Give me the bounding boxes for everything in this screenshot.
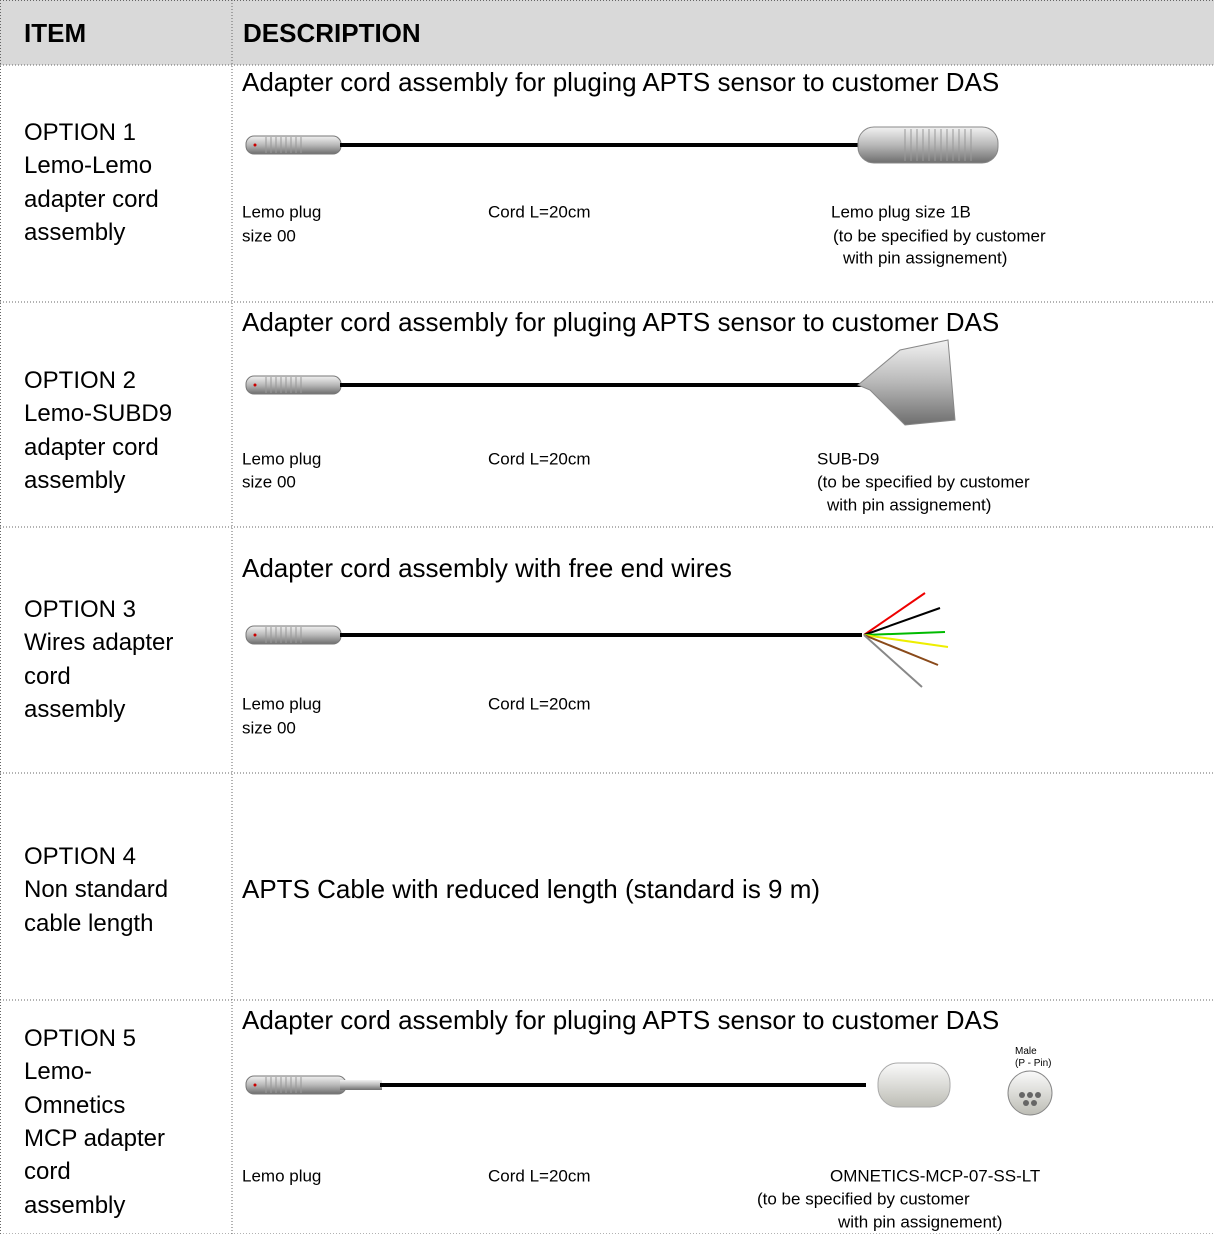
label-right: (to be specified by customer	[817, 472, 1030, 492]
label-middle: Cord L=20cm	[488, 449, 591, 469]
label-right: SUB-D9	[817, 449, 880, 469]
plug-dot	[253, 143, 257, 147]
pin	[1023, 1100, 1029, 1106]
item-line: Non standard	[24, 876, 169, 904]
item-line: assembly	[24, 218, 126, 246]
label-right: Lemo plug size 1B	[831, 202, 971, 222]
image-caption: (P - Pin)	[1015, 1058, 1052, 1069]
item-line: assembly	[24, 466, 126, 494]
image-caption: Male	[1015, 1046, 1037, 1057]
pin	[1027, 1092, 1033, 1098]
item-line: OPTION 1	[24, 119, 137, 146]
item-line: adapter cord	[24, 185, 159, 213]
label-left: size 00	[242, 718, 296, 738]
label-right: OMNETICS-MCP-07-SS-LT	[830, 1166, 1041, 1186]
description: Adapter cord assembly for pluging APTS s…	[242, 67, 1000, 97]
plug	[245, 135, 342, 155]
item-line: OPTION 5	[24, 1025, 137, 1052]
label-left: Lemo plug	[242, 202, 322, 222]
plug-dot	[253, 383, 257, 387]
label-middle: Cord L=20cm	[488, 1166, 591, 1186]
label-right: with pin assignement)	[838, 1212, 1003, 1232]
description: Adapter cord assembly with free end wire…	[242, 553, 732, 583]
pin	[1019, 1092, 1025, 1098]
label-right: (to be specified by customer	[757, 1189, 970, 1209]
item-line: Lemo-SUBD9	[24, 400, 173, 428]
wire	[863, 634, 939, 666]
label-middle: Cord L=20cm	[488, 202, 591, 222]
item-line: OPTION 4	[24, 843, 137, 870]
description: Adapter cord assembly for pluging APTS s…	[242, 1005, 1000, 1035]
wire	[863, 607, 941, 636]
label-right: with pin assignement)	[827, 495, 992, 515]
pin	[1031, 1100, 1037, 1106]
plug-tail	[340, 1080, 382, 1090]
wire	[863, 592, 926, 636]
description: Adapter cord assembly for pluging APTS s…	[242, 307, 1000, 337]
plug-dot	[253, 1083, 257, 1087]
item-line: Lemo-Lemo	[24, 152, 153, 180]
plug	[245, 375, 342, 395]
label-left: Lemo plug	[242, 694, 322, 714]
item-line: OPTION 2	[24, 367, 137, 394]
wire	[863, 634, 949, 648]
sub-d9	[857, 339, 956, 426]
omnetics	[877, 1062, 951, 1108]
label-left: Lemo plug	[242, 1166, 322, 1186]
item-line: assembly	[24, 1191, 126, 1219]
item-line: Omnetics	[24, 1091, 126, 1119]
item-line: Lemo-	[24, 1058, 93, 1086]
header-item: ITEM	[24, 18, 87, 48]
lemo-1b	[857, 126, 999, 164]
item-line: cable length	[24, 909, 154, 937]
item-line: adapter cord	[24, 433, 159, 461]
item-line: Wires adapter	[24, 629, 174, 657]
item-line: assembly	[24, 695, 126, 723]
item-line: cord	[24, 662, 71, 690]
item-line: OPTION 3	[24, 596, 137, 623]
pin	[1035, 1092, 1041, 1098]
label-left: Lemo plug	[242, 449, 322, 469]
item-line: MCP adapter	[24, 1124, 165, 1152]
header-description: DESCRIPTION	[243, 18, 421, 48]
description: APTS Cable with reduced length (standard…	[242, 874, 821, 904]
label-right: (to be specified by customer	[833, 226, 1046, 246]
label-middle: Cord L=20cm	[488, 694, 591, 714]
wire	[863, 634, 923, 688]
label-left: size 00	[242, 472, 296, 492]
label-right: with pin assignement)	[843, 248, 1008, 268]
label-left: size 00	[242, 226, 296, 246]
wire	[863, 631, 946, 636]
item-line: cord	[24, 1158, 71, 1186]
plug-dot	[253, 633, 257, 637]
plug	[245, 625, 342, 645]
